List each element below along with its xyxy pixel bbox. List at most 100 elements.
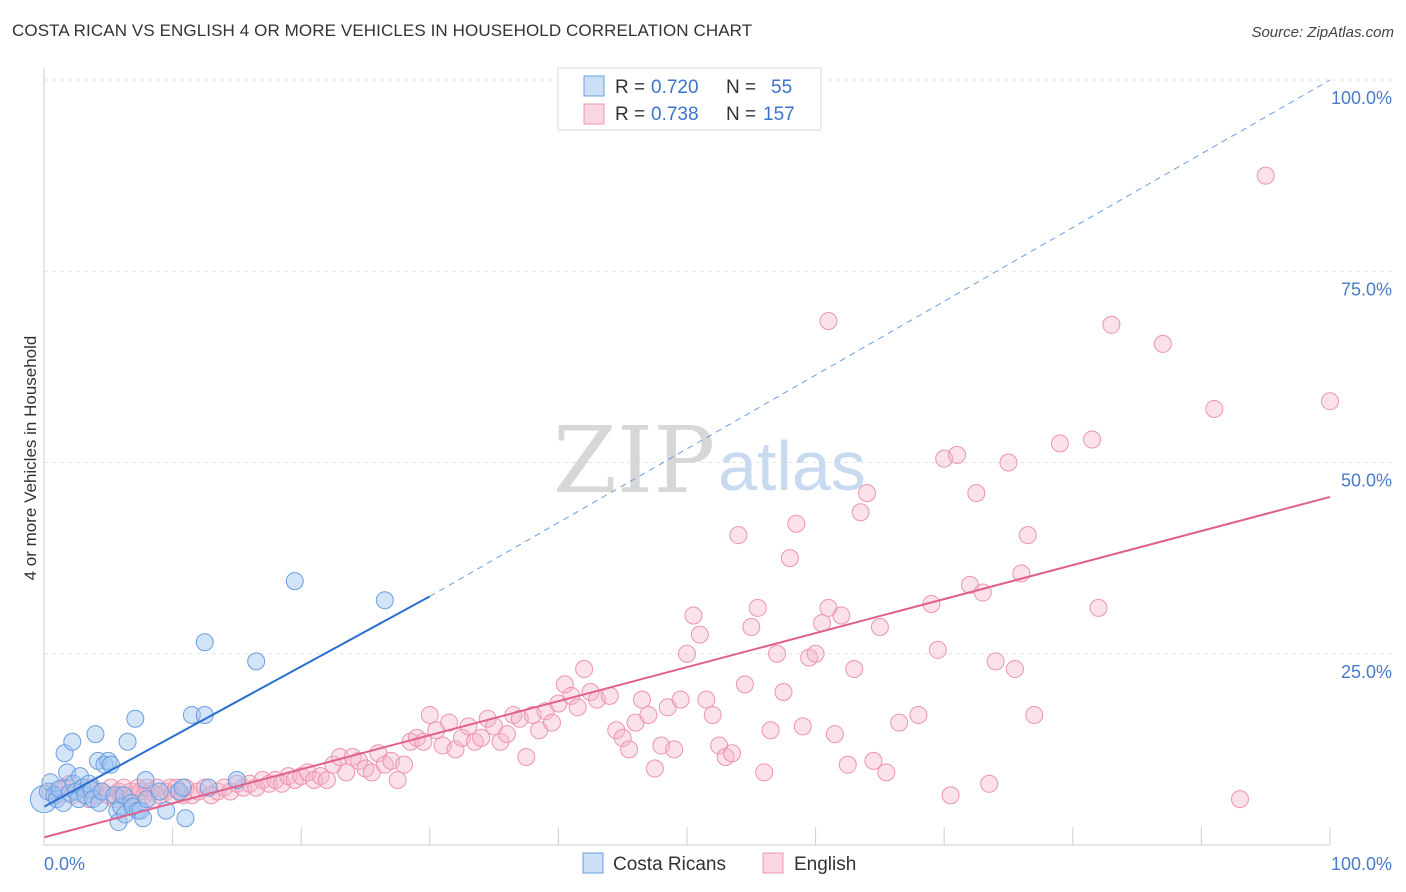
english-point bbox=[350, 751, 369, 770]
english-point bbox=[780, 549, 799, 568]
grid bbox=[44, 79, 1392, 655]
costa-rican-point bbox=[90, 793, 109, 812]
legend-r-label-english: R = bbox=[615, 104, 645, 125]
bottom-legend-label-costa-ricans: Costa Ricans bbox=[613, 854, 726, 875]
english-point bbox=[825, 725, 844, 744]
english-point bbox=[723, 744, 742, 763]
watermark: ZIP atlas bbox=[553, 407, 866, 514]
english-point bbox=[761, 721, 780, 740]
english-point bbox=[967, 484, 986, 503]
costa-rican-point bbox=[136, 770, 155, 789]
english-points bbox=[41, 166, 1339, 809]
english-point bbox=[620, 740, 639, 759]
english-point bbox=[613, 728, 632, 747]
english-point bbox=[858, 484, 877, 503]
y-tick-label: 50.0% bbox=[1341, 471, 1392, 491]
y-tick-label: 100.0% bbox=[1331, 88, 1392, 108]
english-point bbox=[806, 644, 825, 663]
english-point bbox=[575, 660, 594, 679]
english-point bbox=[697, 690, 716, 709]
english-trend-line bbox=[43, 495, 1331, 839]
english-point bbox=[607, 721, 626, 740]
english-point bbox=[928, 640, 947, 659]
english-point bbox=[1018, 526, 1037, 545]
english-point bbox=[729, 526, 748, 545]
costa-rican-point bbox=[63, 732, 82, 751]
x-tick-label: 100.0% bbox=[1331, 854, 1392, 874]
legend-n-value-costa-ricans: 55 bbox=[771, 77, 792, 98]
english-point bbox=[755, 763, 774, 782]
costa-rican-point bbox=[134, 809, 153, 828]
english-point bbox=[819, 311, 838, 330]
bottom-legend: Costa Ricans English bbox=[582, 852, 856, 875]
english-point bbox=[890, 713, 909, 732]
watermark-zip: ZIP bbox=[553, 407, 715, 514]
english-point bbox=[388, 770, 407, 789]
english-point bbox=[472, 728, 491, 747]
costa-rican-trend-extension bbox=[429, 79, 1331, 597]
english-point bbox=[395, 755, 414, 774]
bottom-legend-label-english: English bbox=[794, 854, 856, 875]
english-point bbox=[1083, 430, 1102, 449]
english-point bbox=[877, 763, 896, 782]
english-point bbox=[845, 660, 864, 679]
english-point bbox=[491, 732, 510, 751]
english-point bbox=[478, 709, 497, 728]
costa-rican-point bbox=[105, 786, 124, 805]
english-point bbox=[980, 774, 999, 793]
english-point bbox=[446, 740, 465, 759]
costa-rican-point bbox=[71, 767, 90, 786]
costa-rican-point bbox=[247, 652, 266, 671]
english-point bbox=[337, 763, 356, 782]
y-tick-label: 75.0% bbox=[1341, 279, 1392, 299]
costa-rican-point bbox=[173, 778, 192, 797]
costa-rican-point bbox=[126, 709, 145, 728]
chart-title: COSTA RICAN VS ENGLISH 4 OR MORE VEHICLE… bbox=[12, 21, 753, 40]
english-point bbox=[497, 725, 516, 744]
costa-rican-point bbox=[150, 782, 169, 801]
legend-n-label-costa-ricans: N = bbox=[726, 77, 756, 98]
english-point bbox=[632, 690, 651, 709]
english-point bbox=[838, 755, 857, 774]
y-axis-title: 4 or more Vehicles in Household bbox=[21, 336, 40, 581]
costa-rican-trend-line bbox=[43, 595, 431, 808]
costa-rican-point bbox=[86, 725, 105, 744]
legend-r-label-costa-ricans: R = bbox=[615, 77, 645, 98]
english-point bbox=[909, 705, 928, 724]
legend-swatch-costa-ricans bbox=[583, 75, 605, 97]
legend-r-value-costa-ricans: 0.720 bbox=[651, 77, 699, 98]
english-point bbox=[671, 690, 690, 709]
english-point bbox=[690, 625, 709, 644]
bottom-legend-swatch-costa-ricans bbox=[582, 852, 604, 874]
english-point bbox=[870, 617, 889, 636]
english-point bbox=[832, 606, 851, 625]
english-point bbox=[645, 759, 664, 778]
english-point bbox=[703, 705, 722, 724]
english-point bbox=[742, 617, 761, 636]
english-point bbox=[317, 770, 336, 789]
watermark-atlas: atlas bbox=[718, 427, 866, 505]
english-point bbox=[517, 748, 536, 767]
costa-rican-point bbox=[176, 809, 195, 828]
english-point bbox=[1153, 334, 1172, 353]
english-point bbox=[1025, 705, 1044, 724]
english-point bbox=[1321, 392, 1339, 411]
legend-r-value-english: 0.738 bbox=[651, 104, 699, 125]
english-point bbox=[787, 514, 806, 533]
english-point bbox=[986, 652, 1005, 671]
english-point bbox=[568, 698, 587, 717]
legend: R = 0.720 N = 55 R = 0.738 N = 157 bbox=[557, 67, 822, 131]
english-point bbox=[678, 644, 696, 663]
english-point bbox=[684, 606, 703, 625]
trend-lines bbox=[43, 79, 1331, 839]
english-point bbox=[1089, 598, 1108, 617]
english-point bbox=[864, 751, 883, 770]
english-point bbox=[851, 503, 870, 522]
costa-rican-point bbox=[375, 591, 394, 610]
costa-rican-point bbox=[195, 633, 214, 652]
source-label: Source: ZipAtlas.com bbox=[1251, 24, 1394, 41]
axes: 0.0% 100.0% 25.0% 50.0% 75.0% 100.0% bbox=[43, 68, 1392, 874]
english-point bbox=[748, 598, 767, 617]
y-tick-label: 25.0% bbox=[1341, 662, 1392, 682]
legend-n-label-english: N = bbox=[726, 104, 756, 125]
